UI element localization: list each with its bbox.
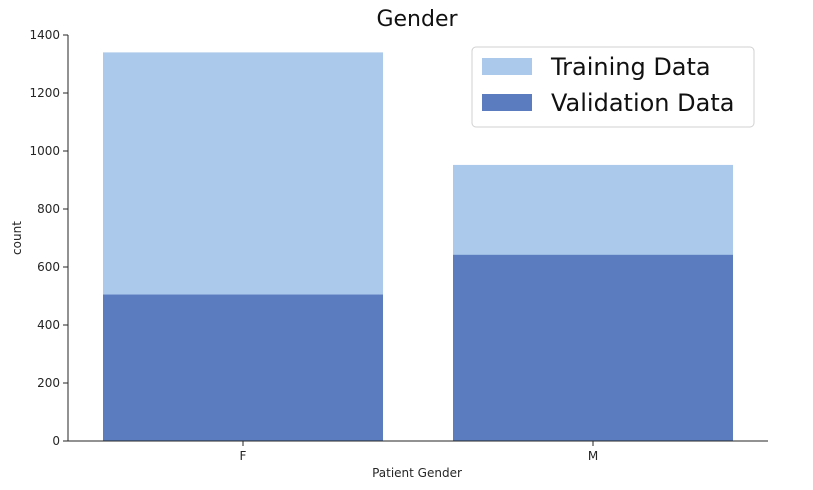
y-tick-label: 600 <box>37 260 60 274</box>
legend-label: Validation Data <box>551 89 734 117</box>
bar-validation-data-f <box>103 294 383 441</box>
legend: Training Data Validation Data <box>471 46 755 128</box>
y-axis-ticks: 0 200 400 600 800 1000 1200 1400 <box>29 28 68 448</box>
y-tick-label: 1200 <box>29 86 60 100</box>
y-tick-label: 400 <box>37 318 60 332</box>
chart-title: Gender <box>376 7 458 32</box>
x-axis-label: Patient Gender <box>372 466 462 480</box>
y-axis-label: count <box>10 221 24 255</box>
bar-validation-data-m <box>453 254 733 441</box>
x-tick-label: F <box>240 449 247 463</box>
legend-swatch <box>482 58 532 75</box>
y-tick-label: 1000 <box>29 144 60 158</box>
y-tick-label: 800 <box>37 202 60 216</box>
legend-label: Training Data <box>550 53 711 81</box>
legend-frame <box>471 46 755 128</box>
y-tick-label: 200 <box>37 376 60 390</box>
y-tick-label: 1400 <box>29 28 60 42</box>
x-tick-label: M <box>588 449 598 463</box>
legend-items: Training Data Validation Data <box>482 53 734 117</box>
y-tick-label: 0 <box>52 434 60 448</box>
bars <box>103 52 733 442</box>
legend-swatch <box>482 94 532 111</box>
